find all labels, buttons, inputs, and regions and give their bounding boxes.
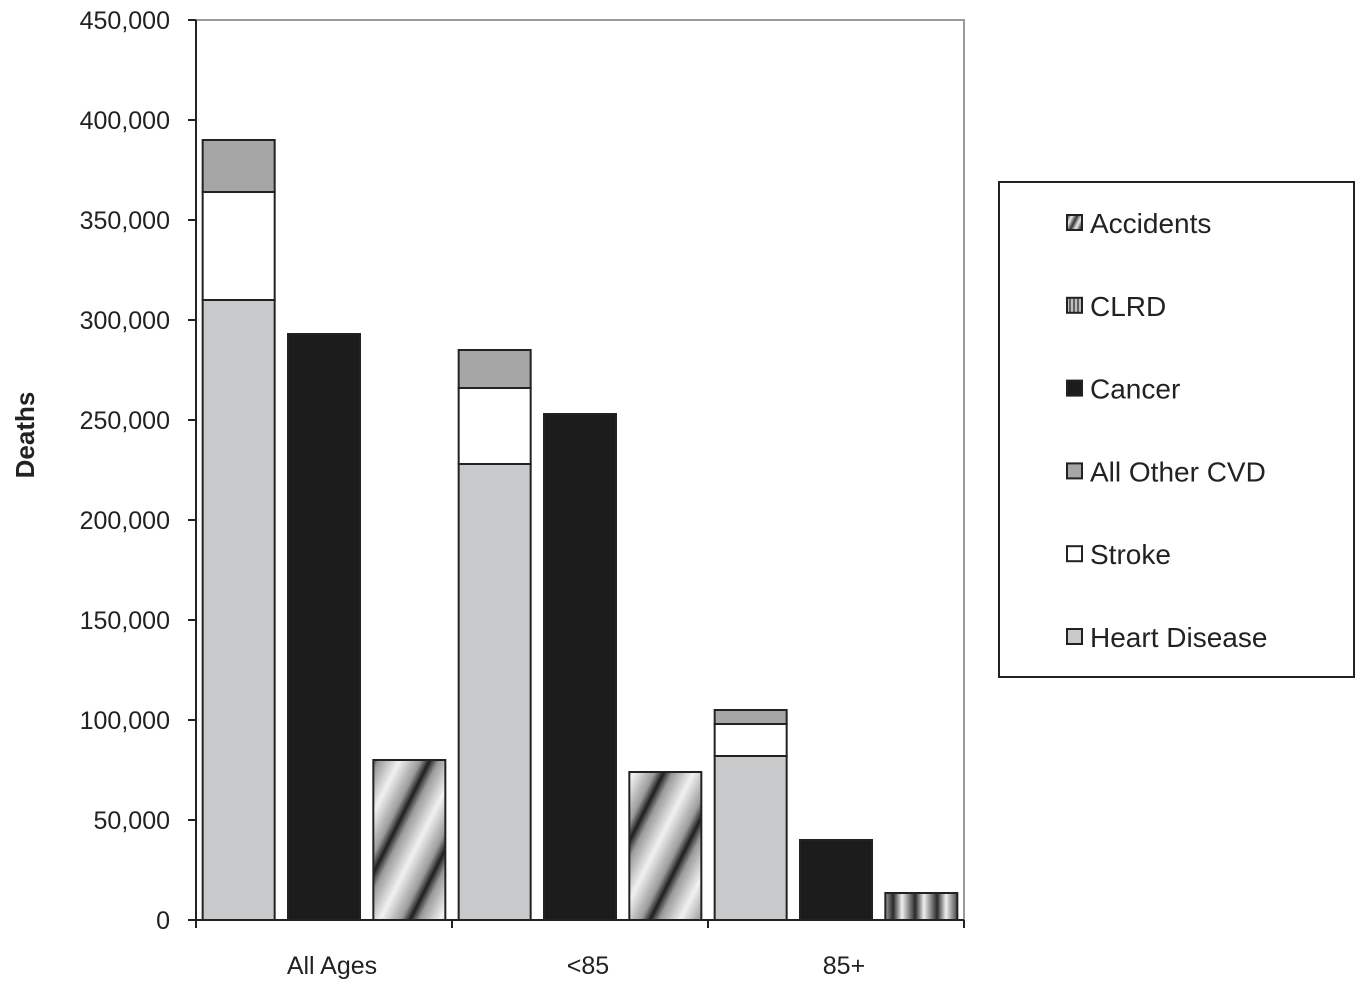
x-category-label: All Ages bbox=[287, 952, 377, 980]
legend-label: Cancer bbox=[1090, 374, 1180, 405]
legend-label: All Other CVD bbox=[1090, 456, 1266, 487]
y-tick-label: 300,000 bbox=[80, 307, 170, 335]
legend-swatch-heart-disease bbox=[1066, 628, 1083, 645]
legend-swatch-cancer bbox=[1066, 379, 1083, 397]
y-tick-label: 350,000 bbox=[80, 207, 170, 235]
bar-stroke bbox=[457, 387, 532, 465]
y-tick-label: 50,000 bbox=[94, 807, 170, 835]
y-tick-label: 250,000 bbox=[80, 407, 170, 435]
legend-label: CLRD bbox=[1090, 291, 1166, 322]
legend-box bbox=[998, 181, 1355, 678]
y-tick-label: 400,000 bbox=[80, 107, 170, 135]
bars bbox=[201, 139, 959, 921]
legend-swatch-stroke bbox=[1066, 545, 1083, 563]
y-axis-title: Deaths bbox=[10, 392, 40, 479]
y-axis-ticks: 0 50,000 100,000 150,000 200,000 250,000 300,0… bbox=[80, 7, 196, 935]
bar-all-other-cvd bbox=[201, 139, 276, 193]
legend-label: Heart Disease bbox=[1090, 622, 1267, 653]
y-tick-label: 100,000 bbox=[80, 707, 170, 735]
y-tick-label: 0 bbox=[156, 907, 170, 935]
legend-swatch-clrd bbox=[1066, 296, 1083, 314]
bar-stroke bbox=[201, 191, 276, 301]
legend-label: Accidents bbox=[1090, 208, 1211, 239]
bar-accidents bbox=[372, 759, 447, 921]
bar-stroke bbox=[713, 723, 788, 757]
bar-heart-disease bbox=[201, 299, 276, 921]
bar-cancer bbox=[287, 333, 361, 921]
bar-all-other-cvd bbox=[457, 349, 532, 389]
x-axis-ticks: All Ages <85 85+ bbox=[195, 920, 965, 980]
bar-accidents bbox=[628, 771, 703, 921]
x-category-label: <85 bbox=[567, 952, 609, 980]
y-tick-label: 200,000 bbox=[80, 507, 170, 535]
bar-clrd bbox=[884, 892, 959, 921]
legend-swatch-accidents bbox=[1066, 214, 1083, 231]
y-tick-label: 150,000 bbox=[80, 607, 170, 635]
legend-swatch-all-other-cvd bbox=[1066, 462, 1083, 480]
x-category-label: 85+ bbox=[823, 952, 865, 980]
bar-all-other-cvd bbox=[713, 709, 788, 725]
legend: Accidents CLRD Cancer All Other CVD Stroke He… bbox=[998, 181, 1355, 678]
legend-label: Stroke bbox=[1090, 539, 1171, 570]
bar-heart-disease bbox=[713, 755, 788, 921]
bar-heart-disease bbox=[457, 463, 532, 921]
bar-cancer bbox=[799, 839, 873, 921]
bar-cancer bbox=[543, 413, 617, 921]
y-tick-label: 450,000 bbox=[80, 7, 170, 35]
